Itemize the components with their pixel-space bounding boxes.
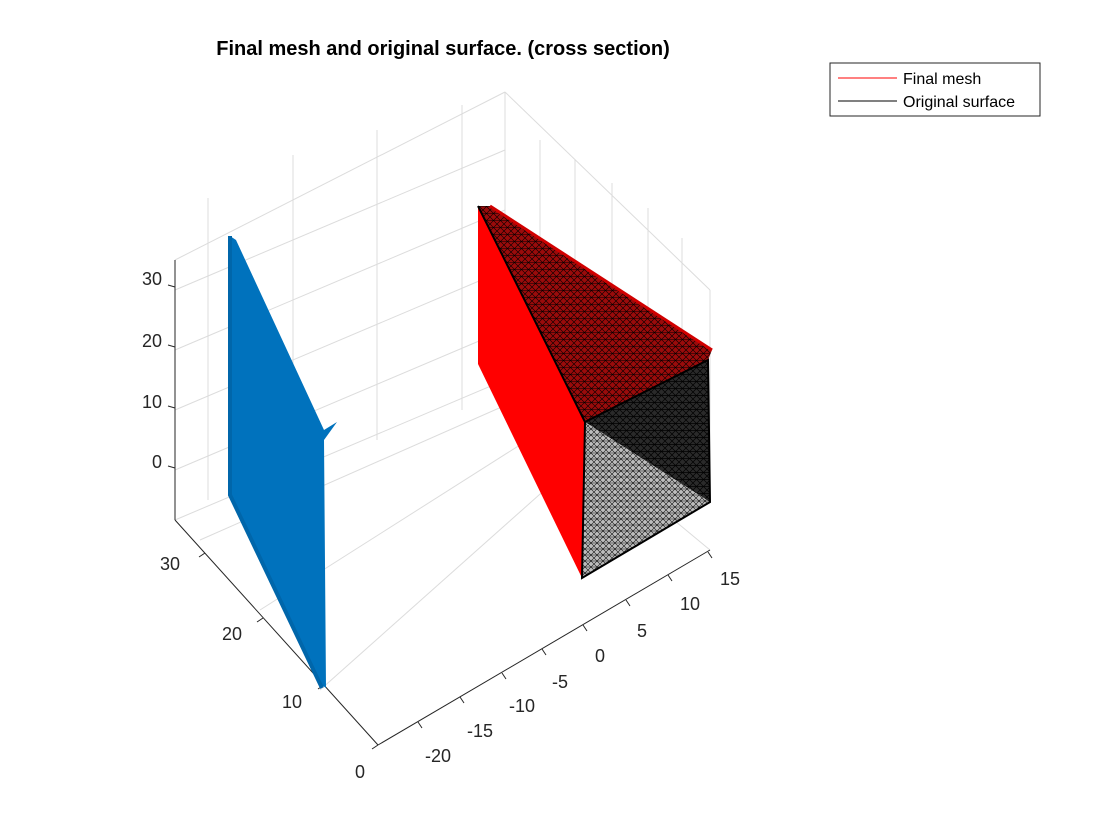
z-tick-label: 0: [152, 452, 162, 472]
chart-title: Final mesh and original surface. (cross …: [216, 38, 669, 60]
legend-label-original-surface: Original surface: [903, 94, 1015, 111]
x-tick-label: 5: [637, 621, 647, 641]
mesh-prism: [477, 204, 713, 580]
axes: [174, 260, 711, 746]
mesh-edges: [477, 205, 712, 580]
y-tick-label: 10: [282, 692, 302, 712]
legend: Final mesh Original surface: [829, 62, 1041, 117]
y-tick-label: 20: [222, 624, 242, 644]
x-tick-label: -20: [425, 746, 451, 766]
x-tick-label: 15: [720, 569, 740, 589]
legend-label-final-mesh: Final mesh: [903, 71, 981, 88]
z-tick-label: 30: [142, 269, 162, 289]
mesh-red-face: [478, 206, 585, 578]
x-tick-label: 0: [595, 646, 605, 666]
mesh-top-face: [478, 206, 712, 422]
x-tick-label: -15: [467, 721, 493, 741]
mesh-front-face: [582, 422, 710, 578]
z-tick-label: 20: [142, 331, 162, 351]
blue-surface-fill: [230, 236, 337, 688]
mesh-edges-red: [489, 204, 713, 352]
blue-surface-edge: [228, 236, 324, 689]
mesh-right-face: [585, 360, 710, 502]
x-tick-label: -10: [509, 696, 535, 716]
x-tick-label: -5: [552, 672, 568, 692]
z-axis-ticks: 0 10 20 30: [142, 269, 176, 472]
legend-box: [829, 62, 1041, 117]
blue-scatter-surface: [228, 236, 337, 689]
x-tick-label: 10: [680, 594, 700, 614]
y-axis-ticks: 0 10 20 30: [160, 552, 379, 782]
x-axis-ticks: -20 -15 -10 -5 0 5 10 15: [417, 551, 740, 766]
y-tick-label: 0: [355, 762, 365, 782]
y-tick-label: 30: [160, 554, 180, 574]
z-tick-label: 10: [142, 392, 162, 412]
